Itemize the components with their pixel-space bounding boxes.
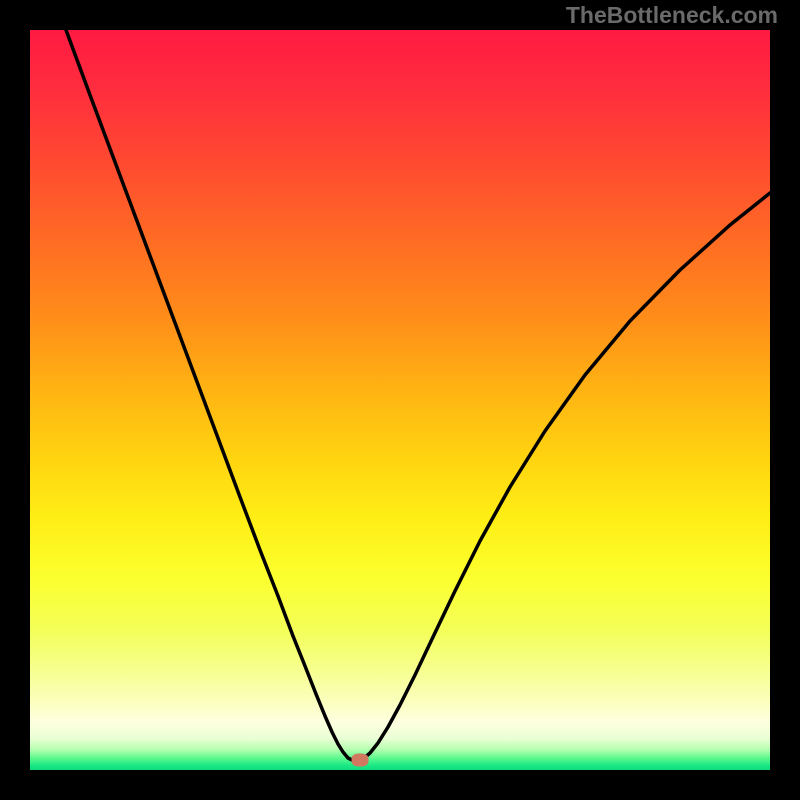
- watermark-label: TheBottleneck.com: [566, 2, 778, 29]
- chart-container: TheBottleneck.com: [0, 0, 800, 800]
- gradient-plot-area: [30, 30, 770, 770]
- optimum-marker: [352, 754, 369, 767]
